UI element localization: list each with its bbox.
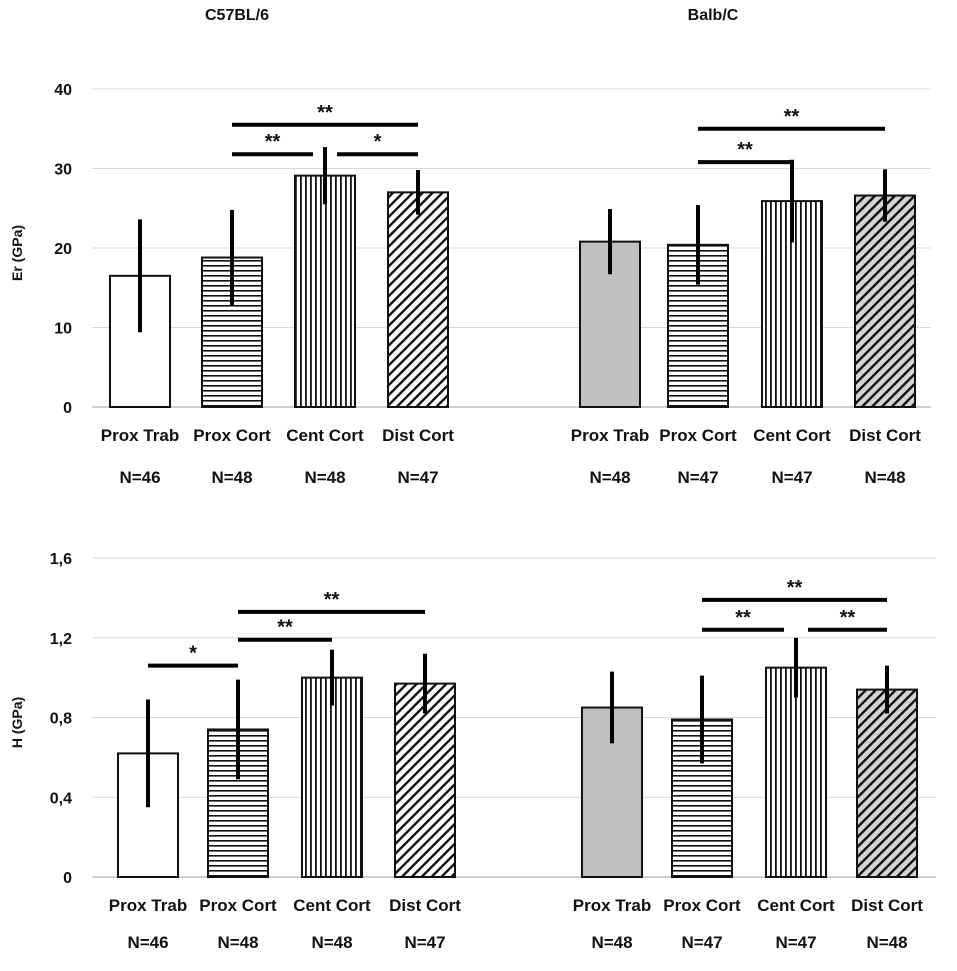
- x-category-label: Prox Cort: [659, 426, 737, 445]
- sample-size-label: N=46: [119, 468, 160, 487]
- significance-label: **: [277, 617, 293, 639]
- significance-label: **: [784, 106, 800, 128]
- x-category-label: Prox Trab: [109, 896, 187, 915]
- bar: [294, 174, 356, 408]
- bar-group-balbc: Prox Trab N=48 Prox Cort N=47 Cent Cort N=47 D…: [573, 577, 923, 952]
- y-tick-label: 30: [54, 162, 72, 179]
- bar: [301, 676, 363, 878]
- bar-group-c57bl6: Prox Trab N=46 Prox Cort N=48 Cent Cort N=48 D…: [101, 102, 454, 487]
- x-category-label: Dist Cort: [849, 426, 921, 445]
- y-tick-label: 40: [54, 82, 72, 99]
- sample-size-label: N=47: [681, 933, 722, 952]
- sample-size-label: N=46: [127, 933, 168, 952]
- significance-label: **: [737, 139, 753, 161]
- y-tick-label: 1,2: [50, 631, 72, 648]
- y-tick-label: 0: [63, 870, 72, 887]
- x-category-label: Prox Trab: [101, 426, 179, 445]
- x-category-label: Prox Cort: [193, 426, 271, 445]
- x-category-label: Prox Trab: [571, 426, 649, 445]
- sample-size-label: N=47: [771, 468, 812, 487]
- sample-size-label: N=48: [311, 933, 352, 952]
- panel-title-balbc: Balb/C: [688, 7, 739, 24]
- significance-label: **: [317, 102, 333, 124]
- significance-label: **: [840, 607, 856, 629]
- significance-label: **: [735, 607, 751, 629]
- y-tick-label: 0: [63, 400, 72, 417]
- x-category-label: Dist Cort: [389, 896, 461, 915]
- sample-size-label: N=48: [866, 933, 907, 952]
- x-category-label: Cent Cort: [286, 426, 364, 445]
- sample-size-label: N=48: [864, 468, 905, 487]
- panel-title-c57bl6: C57BL/6: [205, 7, 269, 24]
- x-category-label: Prox Trab: [573, 896, 651, 915]
- bar-group-balbc: Prox Trab N=48 Prox Cort N=47 Cent Cort N=47 D…: [571, 106, 921, 487]
- y-tick-label: 1,6: [50, 551, 72, 568]
- sample-size-label: N=47: [404, 933, 445, 952]
- chart-h: 0 0,4 0,8 1,2 1,6 H (GPa) Prox Trab N=46 Prox Co…: [9, 551, 936, 952]
- x-category-label: Prox Cort: [663, 896, 741, 915]
- y-axis-label: H (GPa): [9, 697, 25, 748]
- sample-size-label: N=48: [304, 468, 345, 487]
- bar: [387, 191, 449, 408]
- x-category-label: Cent Cort: [293, 896, 371, 915]
- significance-label: **: [265, 131, 281, 153]
- sample-size-label: N=48: [217, 933, 258, 952]
- significance-label: *: [374, 131, 382, 153]
- charts: 0 10 20 30 40 Er (GPa) Prox Trab N=46 Prox Cort N…: [9, 82, 936, 952]
- y-tick-label: 0,8: [50, 711, 72, 728]
- bar: [765, 666, 827, 878]
- x-category-label: Dist Cort: [851, 896, 923, 915]
- significance-label: **: [787, 577, 803, 599]
- panel-titles: C57BL/6 Balb/C: [205, 7, 739, 24]
- sample-size-label: N=47: [775, 933, 816, 952]
- x-category-label: Dist Cort: [382, 426, 454, 445]
- y-tick-label: 0,4: [50, 790, 72, 807]
- sample-size-label: N=48: [589, 468, 630, 487]
- x-category-label: Cent Cort: [753, 426, 831, 445]
- y-tick-label: 20: [54, 241, 72, 258]
- sample-size-label: N=48: [211, 468, 252, 487]
- sample-size-label: N=48: [591, 933, 632, 952]
- sample-size-label: N=47: [677, 468, 718, 487]
- sample-size-label: N=47: [397, 468, 438, 487]
- bar: [856, 688, 918, 879]
- y-tick-label: 10: [54, 321, 72, 338]
- bar: [854, 194, 916, 408]
- x-category-label: Cent Cort: [757, 896, 835, 915]
- bar-group-c57bl6: Prox Trab N=46 Prox Cort N=48 Cent Cort N=48 D…: [109, 589, 461, 952]
- y-axis-label: Er (GPa): [9, 225, 25, 281]
- x-category-label: Prox Cort: [199, 896, 277, 915]
- significance-label: *: [189, 643, 197, 665]
- significance-label: **: [324, 589, 340, 611]
- chart-er: 0 10 20 30 40 Er (GPa) Prox Trab N=46 Prox Cort N…: [9, 82, 931, 487]
